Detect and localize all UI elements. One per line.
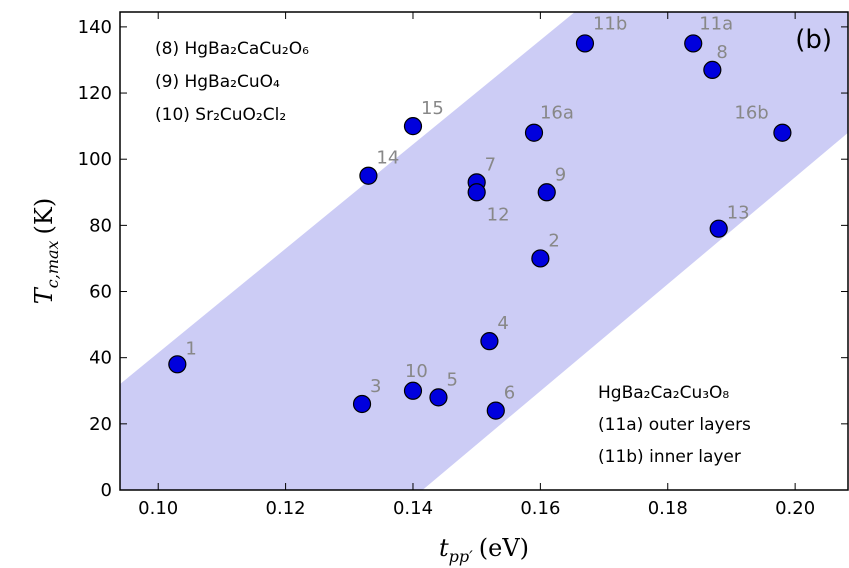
x-tick-label: 0.20 bbox=[775, 498, 815, 519]
x-axis-label-subscript: pp′ bbox=[449, 547, 473, 566]
x-tick-label: 0.16 bbox=[520, 498, 560, 519]
point bbox=[352, 394, 372, 414]
note: (10) Sr₂CuO₂Cl₂ bbox=[155, 105, 286, 125]
y-tick-label: 60 bbox=[89, 282, 112, 303]
plot-frame bbox=[119, 11, 849, 491]
point-label: 1 bbox=[185, 338, 196, 359]
band bbox=[120, 12, 848, 490]
point bbox=[524, 123, 544, 142]
y-tick-label: 40 bbox=[89, 348, 112, 369]
point bbox=[486, 401, 505, 420]
point-label: 14 bbox=[376, 148, 399, 169]
point bbox=[773, 123, 792, 142]
point-label: 8 bbox=[716, 42, 727, 63]
x-tick-label: 0.12 bbox=[266, 498, 306, 519]
note: (9) HgBa₂CuO₄ bbox=[155, 72, 280, 92]
y-axis-label: Tc,max (K) bbox=[30, 198, 62, 304]
x-axis-label-unit: (eV) bbox=[479, 534, 529, 562]
point bbox=[359, 166, 378, 185]
point-label: 11a bbox=[699, 13, 733, 34]
y-tick-label: 20 bbox=[89, 414, 112, 435]
point bbox=[575, 34, 595, 53]
point bbox=[467, 183, 486, 202]
point-label: 5 bbox=[446, 369, 457, 390]
x-tick-label: 0.18 bbox=[648, 498, 688, 519]
note: (11a) outer layers bbox=[598, 415, 751, 435]
x-tick-label: 0.14 bbox=[393, 498, 433, 519]
point bbox=[684, 34, 703, 53]
note: HgBa₂Ca₂Cu₃O₈ bbox=[598, 383, 729, 403]
y-tick-label: 0 bbox=[101, 480, 112, 501]
point bbox=[480, 332, 499, 351]
panel-label: (b) bbox=[795, 25, 832, 55]
point-label: 16b bbox=[734, 103, 768, 124]
point-label: 7 bbox=[485, 154, 496, 175]
point bbox=[403, 117, 423, 136]
point bbox=[703, 60, 722, 79]
point-label: 6 bbox=[504, 383, 515, 404]
point-label: 11b bbox=[593, 13, 627, 34]
note: (8) HgBa₂CaCu₂O₆ bbox=[155, 39, 309, 59]
y-tick-label: 100 bbox=[78, 149, 112, 170]
point-label: 4 bbox=[497, 313, 508, 334]
point bbox=[429, 388, 448, 407]
point bbox=[168, 355, 187, 374]
y-tick-label: 120 bbox=[78, 83, 112, 104]
point-label: 2 bbox=[548, 230, 559, 251]
point-label: 3 bbox=[370, 376, 381, 397]
point-label: 15 bbox=[421, 98, 444, 119]
point-label: 16a bbox=[540, 103, 574, 124]
point-label: 9 bbox=[555, 164, 566, 185]
point bbox=[531, 249, 550, 268]
point bbox=[403, 381, 423, 400]
x-axis-label-symbol: t bbox=[439, 534, 449, 562]
point-label: 12 bbox=[487, 204, 510, 225]
y-tick-label: 80 bbox=[89, 215, 112, 236]
x-tick-label: 0.10 bbox=[138, 498, 178, 519]
y-axis-label-unit: (K) bbox=[30, 198, 58, 235]
y-tick-label: 140 bbox=[78, 17, 112, 38]
x-axis-label: tpp′ (eV) bbox=[439, 534, 529, 566]
y-axis-label-subscript: c,max bbox=[43, 240, 62, 288]
point bbox=[537, 183, 556, 202]
point-label: 10 bbox=[405, 361, 428, 382]
note: (11b) inner layer bbox=[598, 447, 741, 467]
point-label: 13 bbox=[727, 203, 750, 224]
point bbox=[709, 219, 728, 238]
y-axis-label-symbol: T bbox=[30, 286, 58, 304]
